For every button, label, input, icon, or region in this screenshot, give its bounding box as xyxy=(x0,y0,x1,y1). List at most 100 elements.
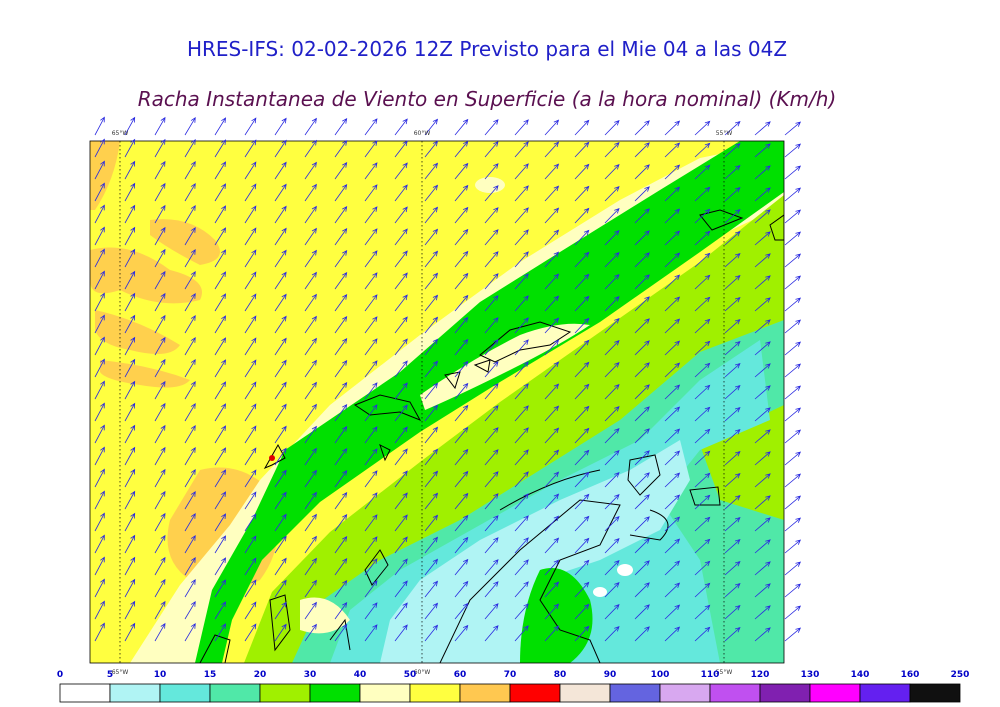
wind-arrow xyxy=(694,318,711,334)
wind-arrow xyxy=(664,384,681,400)
wind-arrow xyxy=(454,250,469,268)
wind-arrow xyxy=(184,337,196,356)
wind-arrow xyxy=(514,427,529,444)
wind-arrow xyxy=(484,273,499,290)
wind-arrow xyxy=(634,142,650,158)
wind-arrow xyxy=(94,380,105,400)
wind-arrow xyxy=(454,228,469,246)
wind-arrow xyxy=(454,558,469,576)
wind-arrow xyxy=(394,360,408,378)
wind-arrow xyxy=(514,185,529,202)
legend-swatch xyxy=(859,683,911,703)
wind-arrow xyxy=(154,534,166,554)
legend-swatch xyxy=(409,683,461,703)
wind-arrow xyxy=(724,451,741,466)
wind-arrow xyxy=(124,534,136,554)
wind-arrow xyxy=(334,558,348,576)
wind-arrow xyxy=(214,337,227,356)
wind-arrow xyxy=(724,385,741,400)
wind-arrow xyxy=(694,604,711,620)
wind-arrow xyxy=(334,294,348,312)
wind-arrow xyxy=(154,160,166,180)
wind-arrow xyxy=(214,205,227,224)
wind-arrow xyxy=(544,273,560,290)
wind-arrow xyxy=(544,581,560,598)
wind-arrow xyxy=(124,182,136,202)
wind-arrow xyxy=(574,339,590,356)
legend-tick-label: 90 xyxy=(604,670,617,680)
wind-arrow xyxy=(184,315,196,334)
lon-label: 60°W xyxy=(414,669,431,676)
wind-arrow xyxy=(274,491,287,510)
wind-arrow xyxy=(484,537,499,554)
wind-arrow xyxy=(394,514,408,532)
wind-arrow xyxy=(784,539,802,554)
wind-arrow xyxy=(364,514,378,532)
wind-arrow xyxy=(454,338,469,356)
wind-arrow xyxy=(454,272,469,290)
wind-arrow xyxy=(244,293,257,312)
wind-arrow xyxy=(334,514,348,532)
wind-arrow xyxy=(154,248,166,268)
wind-arrow xyxy=(124,622,136,642)
wind-arrow xyxy=(124,446,136,466)
wind-arrow xyxy=(634,318,650,334)
lon-label: 55°W xyxy=(716,130,733,137)
wind-arrow xyxy=(364,536,378,554)
wind-arrow xyxy=(574,471,590,488)
wind-arrow xyxy=(364,294,378,312)
wind-arrow xyxy=(724,253,741,268)
wind-arrow xyxy=(784,165,802,180)
wind-arrow xyxy=(754,627,771,642)
wind-arrow xyxy=(694,626,711,642)
wind-arrow xyxy=(184,403,196,422)
wind-arrow xyxy=(214,139,227,158)
wind-arrow xyxy=(424,294,439,312)
wind-arrow xyxy=(304,403,317,422)
wind-arrow xyxy=(364,426,378,444)
wind-arrow xyxy=(214,535,227,554)
wind-arrow xyxy=(424,250,439,268)
wind-arrow xyxy=(664,164,681,180)
wind-arrow xyxy=(484,603,499,620)
wind-arrow xyxy=(604,296,620,312)
legend-tick-label: 20 xyxy=(254,670,267,680)
wind-arrow xyxy=(484,207,499,224)
wind-arrow xyxy=(214,161,227,180)
wind-arrow xyxy=(604,384,620,400)
wind-arrow xyxy=(94,468,105,488)
legend-tick-label: 40 xyxy=(354,670,367,680)
wind-arrow xyxy=(154,182,166,202)
wind-arrow xyxy=(694,274,711,290)
wind-arrow xyxy=(454,602,469,620)
wind-arrow xyxy=(214,271,227,290)
wind-arrow xyxy=(424,404,439,422)
wind-arrow xyxy=(424,602,439,620)
wind-arrow xyxy=(214,425,227,444)
wind-arrow xyxy=(364,382,378,400)
wind-arrow xyxy=(424,624,439,642)
wind-arrow xyxy=(634,230,650,246)
wind-arrow xyxy=(94,182,105,202)
wind-arrow xyxy=(304,491,317,510)
wind-arrow xyxy=(244,183,257,202)
wind-arrow xyxy=(184,271,196,290)
wind-arrow xyxy=(754,341,771,356)
wind-arrow xyxy=(124,358,136,378)
wind-arrow xyxy=(244,403,257,422)
wind-arrow xyxy=(484,339,499,356)
wind-arrow xyxy=(784,121,802,136)
wind-arrow xyxy=(394,184,408,202)
wind-arrow xyxy=(484,185,499,202)
wind-arrow xyxy=(634,208,650,224)
wind-arrow xyxy=(664,252,681,268)
wind-arrow xyxy=(394,624,408,642)
wind-arrow xyxy=(544,471,560,488)
wind-arrow xyxy=(604,142,620,158)
wind-arrow xyxy=(454,162,469,180)
legend-tick-label: 110 xyxy=(701,670,720,680)
wind-arrow xyxy=(244,227,257,246)
wind-arrow xyxy=(664,362,681,378)
wind-arrow xyxy=(784,275,802,290)
wind-arrow xyxy=(364,448,378,466)
